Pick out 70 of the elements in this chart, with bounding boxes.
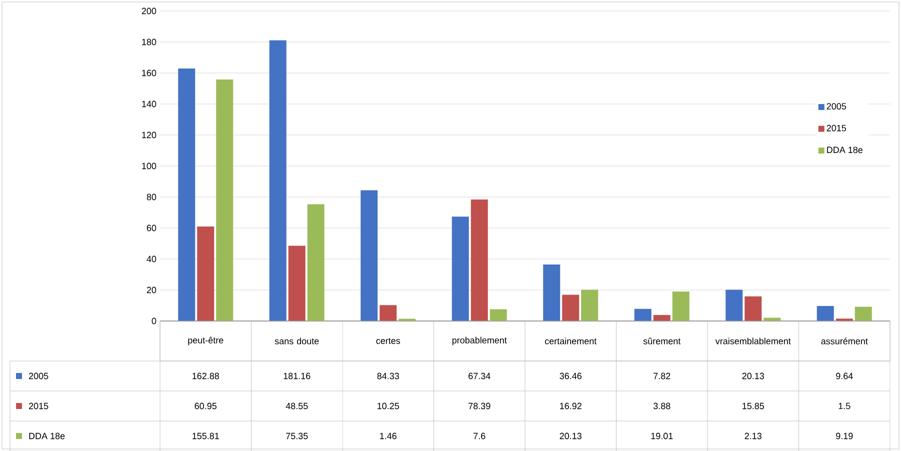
- bar: [197, 226, 214, 321]
- legend-label: DDA 18e: [827, 146, 862, 154]
- data-label: 20.13: [560, 432, 582, 440]
- data-label: 78.39: [468, 402, 490, 410]
- data-label: 2.13: [744, 432, 762, 440]
- bar: [726, 290, 743, 321]
- data-label: 15.85: [742, 402, 764, 410]
- bar: [288, 246, 306, 321]
- data-label: 9.19: [836, 432, 853, 440]
- data-label: 3.88: [653, 402, 670, 410]
- x-tick-label: vraisemblablement: [715, 338, 791, 344]
- bar: [634, 308, 652, 321]
- y-tick-label: 160: [142, 70, 156, 76]
- bar: [562, 294, 580, 321]
- data-label: 7.82: [654, 372, 670, 380]
- bar: [178, 68, 196, 321]
- data-label: 60.95: [194, 402, 217, 410]
- bar: [360, 190, 378, 321]
- legend-label: 2005: [826, 103, 846, 110]
- data-label: 181.16: [284, 372, 310, 380]
- data-label: 75.35: [286, 432, 308, 440]
- data-label: 1.46: [380, 432, 396, 440]
- bar: [380, 305, 397, 321]
- data-label: 9.64: [836, 372, 853, 380]
- bar: [216, 79, 234, 321]
- bar: [470, 199, 488, 321]
- y-tick-label: 200: [142, 8, 156, 14]
- y-tick-label: 120: [142, 132, 156, 138]
- bar: [744, 296, 762, 321]
- x-tick-label: sûrement: [643, 338, 681, 344]
- x-tick-label: certes: [376, 338, 400, 344]
- bar: [816, 306, 834, 321]
- data-label: 162.88: [192, 372, 219, 380]
- y-tick-label: 40: [146, 256, 156, 262]
- bar: [269, 40, 286, 321]
- text: DDA 18e: [29, 432, 65, 440]
- x-tick-label: peut-être: [188, 336, 224, 346]
- data-label: 10.25: [378, 402, 400, 410]
- x-tick-label: probablement: [452, 336, 507, 346]
- data-label: 20.13: [742, 372, 764, 380]
- data-label: 36.46: [560, 372, 582, 380]
- x-tick-label: certainement: [544, 338, 597, 344]
- bar: [672, 292, 690, 321]
- y-tick-label: 60: [146, 224, 156, 232]
- legend-label: 2015: [826, 124, 846, 132]
- y-tick-label: 100: [142, 162, 156, 170]
- bar: [452, 216, 469, 321]
- bar: [543, 264, 560, 321]
- y-tick-label: 140: [142, 100, 156, 108]
- bar: [854, 306, 872, 321]
- x-tick-label: assurément: [821, 338, 868, 344]
- data-label: 19.01: [651, 432, 673, 440]
- bar: [653, 314, 670, 321]
- x-tick-label: sans doute: [274, 338, 319, 344]
- y-tick-label: 0: [152, 318, 156, 324]
- data-label: 1.5: [838, 402, 850, 410]
- bar: [307, 204, 324, 321]
- data-label: 84.33: [377, 372, 399, 380]
- data-label: 155.81: [192, 432, 219, 440]
- data-label: 67.34: [468, 372, 490, 380]
- y-tick-label: 180: [142, 38, 156, 46]
- y-tick-label: 80: [146, 194, 156, 200]
- y-tick-label: 20: [146, 286, 156, 294]
- data-label: 16.92: [560, 402, 582, 410]
- bar: [490, 309, 507, 321]
- bar: [581, 290, 598, 321]
- data-label: 48.55: [286, 402, 308, 410]
- text: 2015: [28, 402, 48, 410]
- data-label: 7.6: [474, 432, 486, 440]
- text: 2005: [28, 372, 48, 380]
